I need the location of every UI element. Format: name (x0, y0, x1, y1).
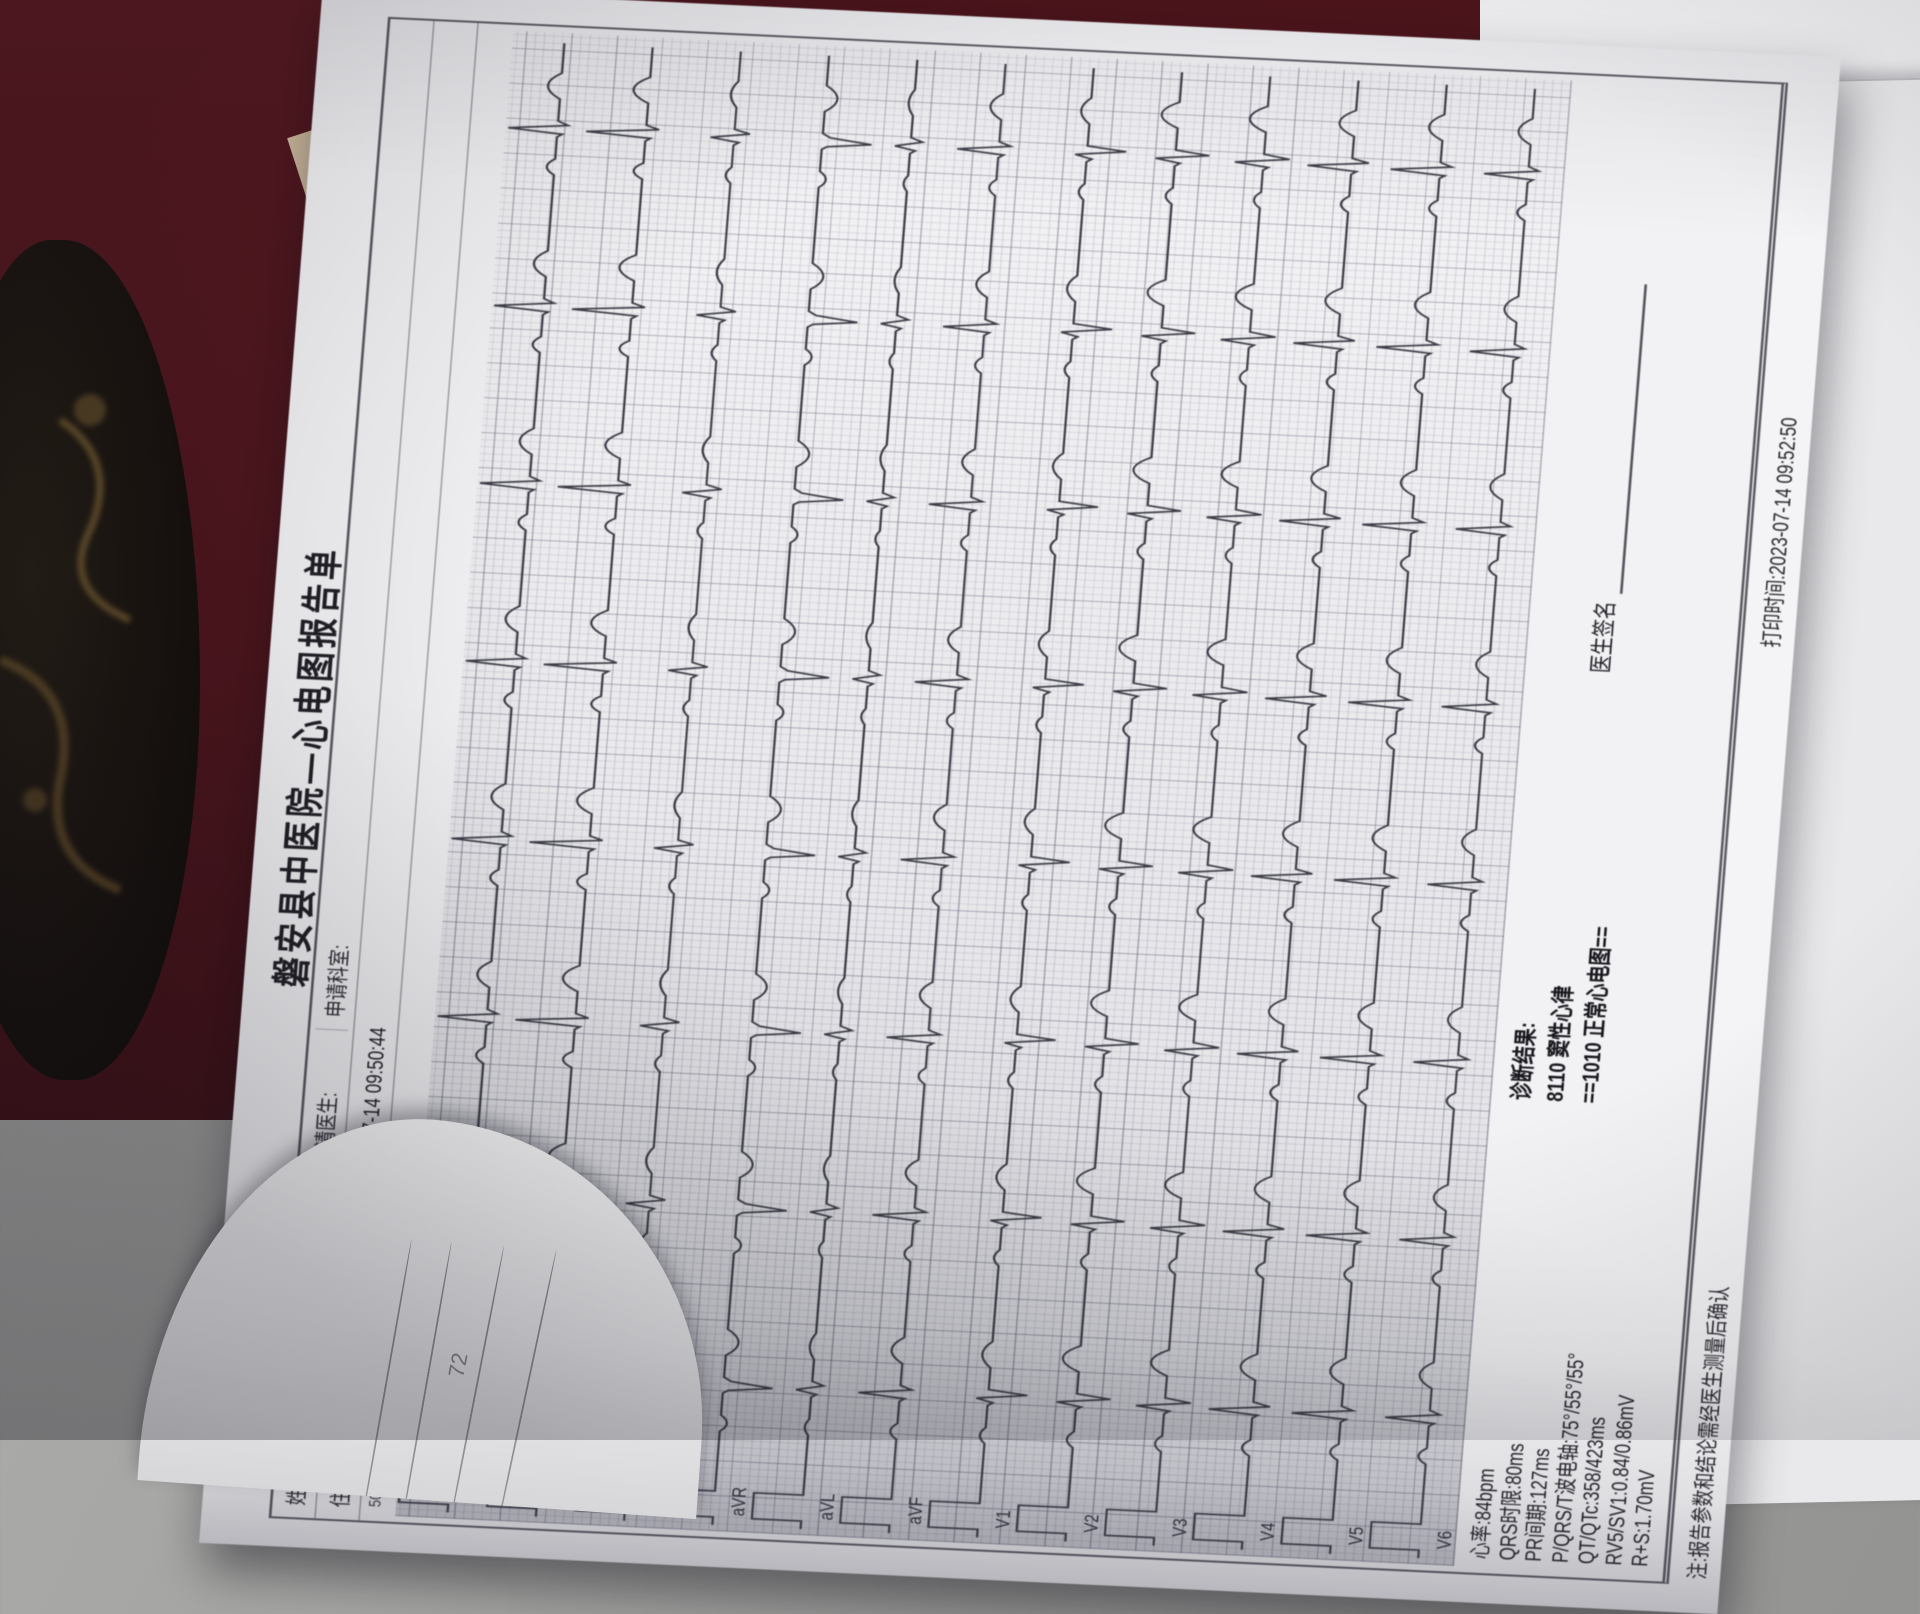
fragment-text: 72 (443, 1350, 473, 1380)
ecg-lead-label-V1: V1 (991, 1510, 1015, 1529)
ecg-lead-label-aVF: aVF (903, 1496, 928, 1524)
gold-floral-pattern (0, 394, 132, 895)
ecg-lead-trace-aVL (750, 59, 926, 1530)
header-field: 申请科室: (315, 911, 358, 1031)
signature-line (1588, 282, 1648, 594)
print-time: 打印时间:2023-07-14 09:52:50 (1758, 416, 1802, 649)
field-label: 申请科室: (322, 944, 354, 1018)
ecg-lead-trace-V6 (1368, 88, 1543, 1559)
field-value (349, 913, 351, 939)
fragment-rule (445, 1245, 505, 1520)
ecg-lead-label-V3: V3 (1168, 1518, 1192, 1537)
fragment-rule (358, 1239, 413, 1520)
diagnosis-block: 诊断结果: 8110 窦性心律 ==1010 正常心电图== (1504, 670, 1733, 1108)
ecg-lead-label-V2: V2 (1079, 1514, 1103, 1533)
fragment-rule (493, 1249, 558, 1520)
ecg-lead-trace-V5 (1280, 84, 1457, 1555)
ecg-lead-trace-V2 (1015, 72, 1210, 1542)
ecg-lead-label-V6: V6 (1432, 1530, 1456, 1549)
ecg-lead-trace-aVR (662, 55, 872, 1525)
ecg-lead-label-V4: V4 (1256, 1522, 1280, 1542)
ecg-lead-label-aVL: aVL (815, 1493, 840, 1521)
field-value (337, 1061, 339, 1087)
ecg-lead-trace-V4 (1191, 80, 1370, 1550)
ecg-lead-trace-V1 (927, 68, 1127, 1538)
signature-area: 医生签名 (1538, 89, 1779, 679)
decorative-lacquer-object (0, 240, 200, 1080)
fragment-rule (398, 1241, 453, 1520)
measurement-block: 心率:84bpm QRS时限:80ms PR间期:127ms P/QRS/T波电轴:7… (1468, 1229, 1689, 1568)
ecg-lead-label-aVR: aVR (726, 1486, 751, 1516)
ecg-lead-trace-aVF (838, 63, 1015, 1534)
ecg-lead-label-V5: V5 (1344, 1526, 1368, 1545)
ecg-lead-trace-V3 (1103, 76, 1291, 1546)
signature-label: 医生签名 (1587, 600, 1620, 674)
